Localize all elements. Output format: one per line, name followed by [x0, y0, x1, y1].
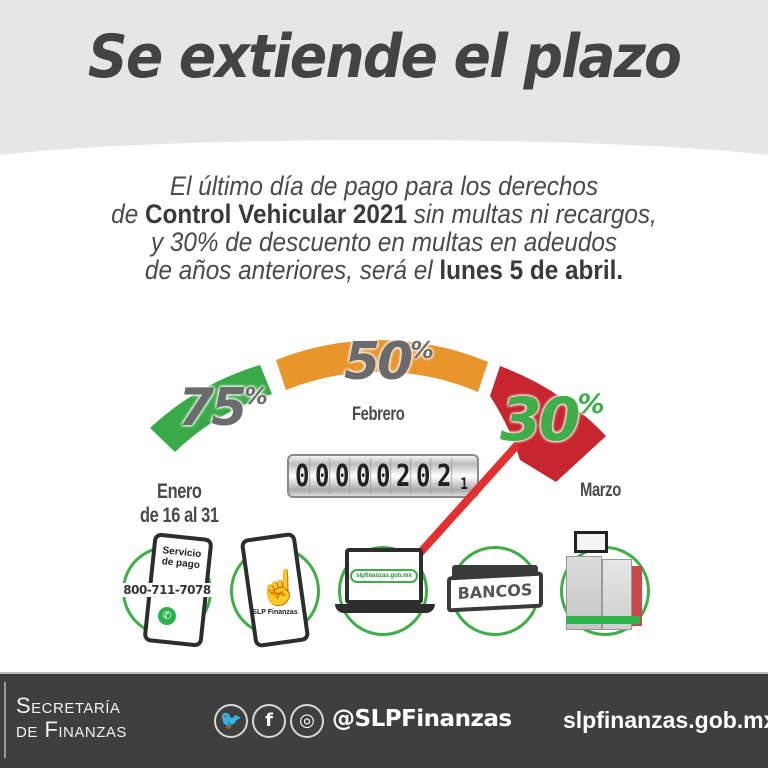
gauge-segment-enero	[150, 365, 272, 452]
app-label: SLP Finanzas	[252, 609, 298, 616]
intro-highlight-control-vehicular: Control Vehicular 2021	[144, 199, 407, 229]
odometer-digit: 2	[396, 458, 412, 494]
intro-line-2-post: sin multas ni recargos,	[406, 199, 657, 229]
instagram-icon[interactable]: ◎	[290, 704, 324, 738]
odometer-digit: 2	[436, 458, 452, 494]
gauge-segment-marzo	[490, 366, 606, 482]
laptop-url: slpfinanzas.gob.mx	[350, 569, 418, 583]
odometer-digit: 0	[375, 458, 392, 494]
header-curve	[0, 140, 768, 260]
odometer-digit: 0	[294, 458, 311, 494]
kiosk-monitor-icon	[574, 531, 608, 553]
footer-divider	[4, 682, 6, 758]
footer	[0, 672, 768, 768]
intro-highlight-date: lunes 5 de abril.	[439, 255, 624, 285]
org-line-1: Secretaría	[16, 693, 121, 718]
laptop-icon	[345, 548, 423, 604]
month-marzo: Marzo	[580, 480, 621, 501]
pointing-hand-icon: ☝	[258, 569, 301, 607]
odometer-digit: 0	[315, 458, 331, 494]
phone-number: 800-711-7078	[121, 583, 213, 597]
org-name: Secretaría de Finanzas	[16, 694, 127, 742]
phone-service-title: Servicio de pago	[161, 545, 202, 572]
discount-gauge	[150, 340, 606, 482]
discount-50-label: 50%	[344, 332, 434, 392]
odometer-digit: 0	[335, 458, 351, 494]
intro-line-1: El último día de pago para los derechos	[169, 171, 599, 201]
gauge-segment-febrero	[276, 340, 488, 392]
intro-line-2-pre: de	[111, 199, 145, 229]
org-line-2: de Finanzas	[16, 717, 127, 742]
discount-75-label: 75%	[178, 378, 268, 438]
odometer-digit: 0	[416, 458, 432, 494]
intro-line-4: de años anteriores, será el lunes 5 de a…	[38, 256, 729, 284]
intro-line-2: de Control Vehicular 2021 sin multas ni …	[38, 200, 729, 228]
odometer: 0 0 0 0 0 2 0 2 1	[287, 454, 479, 498]
social-icons: 🐦 f ◎	[214, 704, 324, 738]
kiosk-stripe	[566, 616, 640, 624]
social-handle[interactable]: @SLPFinanzas	[332, 706, 512, 732]
facebook-icon[interactable]: f	[252, 704, 286, 738]
odometer-digit: 1	[459, 474, 468, 493]
phone-call-icon: ✆	[158, 607, 176, 625]
odometer-digit: 0	[355, 458, 371, 494]
channel-circle-web	[338, 546, 428, 636]
headline: Se extiende el plazo	[87, 22, 682, 92]
twitter-icon[interactable]: 🐦	[214, 704, 248, 738]
laptop-base	[335, 604, 435, 613]
banks-banner: BANCOS	[447, 571, 543, 613]
kiosk-side-panel	[632, 566, 642, 626]
intro-text: El último día de pago para los derechos …	[0, 172, 768, 284]
month-enero: Enero de 16 al 31	[140, 480, 219, 528]
month-enero-label: Enero	[157, 480, 202, 503]
intro-line-3: y 30% de descuento en multas en adeudos	[150, 227, 618, 257]
month-enero-detail: de 16 al 31	[140, 504, 219, 527]
intro-line-4-pre: de años anteriores, será el	[144, 255, 440, 285]
website-link[interactable]: slpfinanzas.gob.mx	[563, 707, 768, 733]
month-febrero: Febrero	[352, 404, 405, 425]
